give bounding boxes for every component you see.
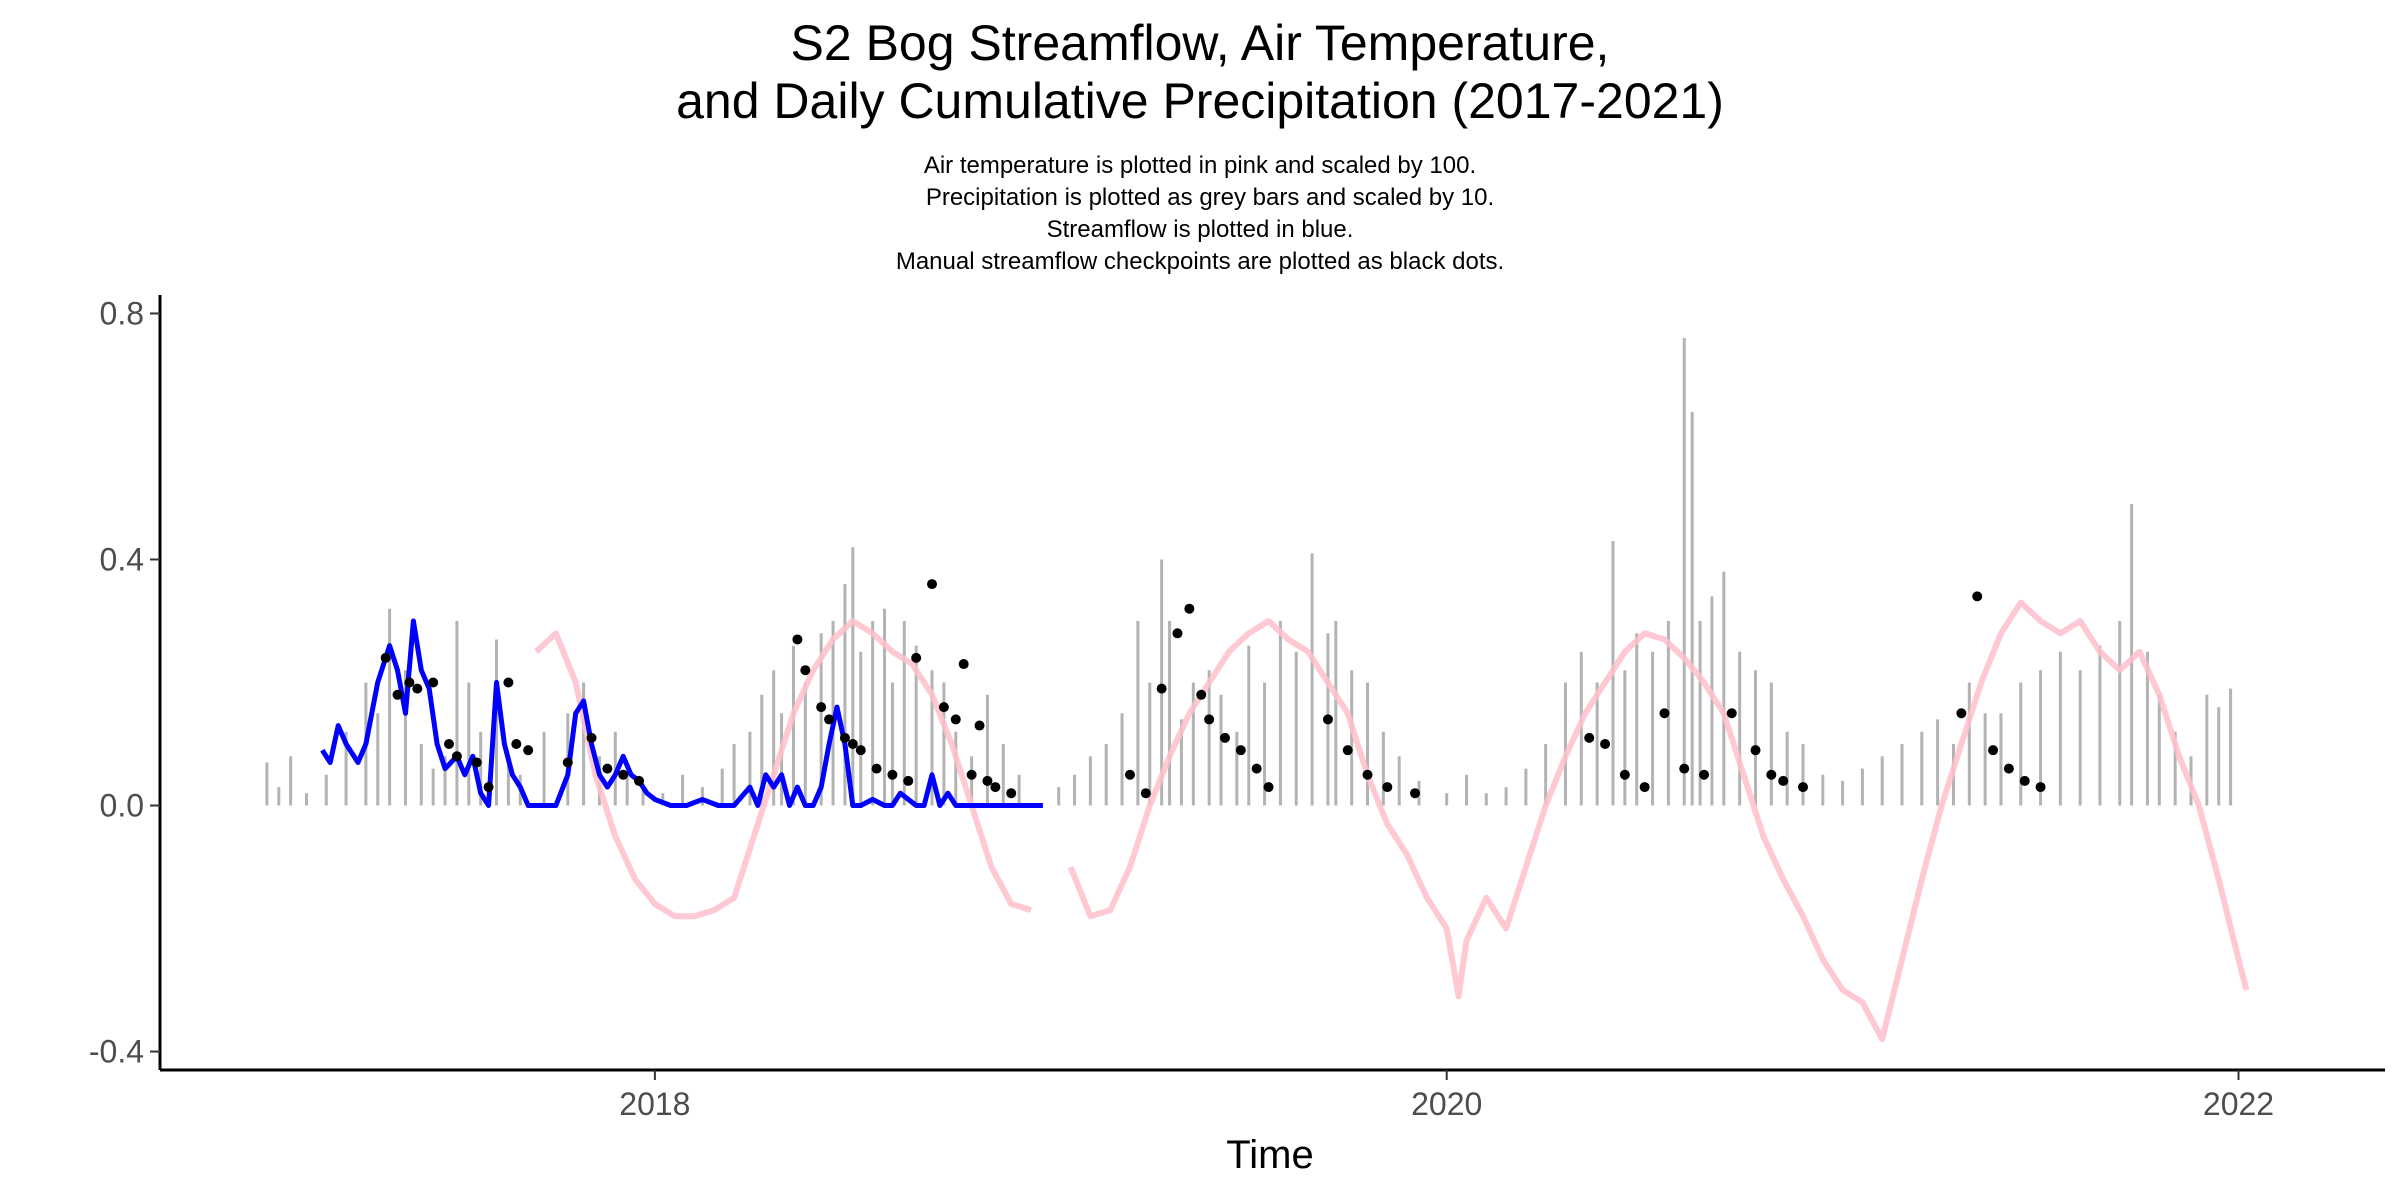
checkpoint-point-4	[428, 677, 439, 688]
checkpoint-point-7	[471, 757, 482, 768]
checkpoint-point-59	[1699, 769, 1710, 780]
checkpoint-point-66	[1972, 591, 1983, 602]
air-temperature-path	[534, 599, 2250, 1043]
subtitle-line-2: Precipitation is plotted as grey bars an…	[905, 184, 1495, 211]
checkpoint-point-32	[982, 775, 993, 786]
x-tick-label-1: 2020	[1411, 1086, 1482, 1122]
streamflow-line	[320, 618, 1043, 808]
checkpoint-point-65	[1956, 708, 1967, 719]
checkpoint-point-51	[1382, 782, 1393, 793]
checkpoint-point-17	[792, 634, 803, 645]
x-tick-label-0: 2018	[619, 1086, 690, 1122]
checkpoint-point-34	[974, 720, 985, 731]
checkpoint-point-68	[2003, 763, 2014, 774]
checkpoint-point-15	[618, 769, 629, 780]
streamflow-path	[320, 618, 1043, 808]
manual-checkpoints	[380, 579, 2046, 799]
checkpoint-point-27	[911, 652, 922, 663]
checkpoint-point-9	[503, 677, 514, 688]
checkpoint-point-63	[1778, 775, 1789, 786]
checkpoint-point-31	[966, 769, 977, 780]
x-axis-title: Time	[1226, 1133, 1313, 1177]
checkpoint-point-67	[1988, 745, 1999, 756]
checkpoint-point-19	[816, 702, 827, 713]
checkpoint-point-61	[1750, 745, 1761, 756]
chart-title-line-1: S2 Bog Streamflow, Air Temperature,	[790, 15, 1610, 71]
checkpoint-point-37	[1124, 769, 1135, 780]
y-tick-label-1: 0.0	[100, 788, 144, 824]
checkpoint-point-62	[1766, 769, 1777, 780]
checkpoint-point-42	[1196, 689, 1207, 700]
checkpoint-point-23	[855, 745, 866, 756]
checkpoint-point-10	[511, 739, 522, 750]
checkpoint-point-41	[1184, 603, 1195, 614]
checkpoint-point-64	[1798, 782, 1809, 793]
checkpoint-point-30	[950, 714, 961, 725]
axes	[158, 295, 2385, 1072]
checkpoint-point-58	[1679, 763, 1690, 774]
checkpoint-point-22	[847, 739, 858, 750]
chart-title-line-2: and Daily Cumulative Precipitation (2017…	[676, 73, 1724, 129]
checkpoint-point-60	[1726, 708, 1737, 719]
checkpoint-point-57	[1659, 708, 1670, 719]
checkpoint-point-56	[1639, 782, 1650, 793]
checkpoint-point-20	[824, 714, 835, 725]
y-tick-label-3: 0.8	[100, 295, 144, 331]
checkpoint-point-40	[1172, 628, 1183, 639]
checkpoint-point-6	[451, 751, 462, 762]
checkpoint-point-14	[602, 763, 613, 774]
checkpoint-point-33	[958, 659, 969, 670]
checkpoint-point-25	[887, 769, 898, 780]
checkpoint-point-13	[586, 732, 597, 743]
checkpoint-point-21	[839, 732, 850, 743]
checkpoint-point-38	[1140, 788, 1151, 799]
checkpoint-point-46	[1251, 763, 1262, 774]
subtitle-line-4: Manual streamflow checkpoints are plotte…	[895, 248, 1505, 275]
checkpoint-point-55	[1619, 769, 1630, 780]
checkpoint-point-69	[2019, 775, 2030, 786]
checkpoint-point-8	[483, 782, 494, 793]
checkpoint-point-28	[927, 579, 938, 590]
checkpoint-point-70	[2035, 782, 2046, 793]
checkpoint-point-24	[871, 763, 882, 774]
checkpoint-point-36	[1006, 788, 1017, 799]
checkpoint-point-49	[1342, 745, 1353, 756]
y-tick-label-2: 0.4	[100, 541, 144, 577]
checkpoint-point-43	[1204, 714, 1215, 725]
checkpoint-point-47	[1263, 782, 1274, 793]
checkpoint-point-2	[404, 677, 415, 688]
checkpoint-point-48	[1322, 714, 1333, 725]
checkpoint-point-45	[1235, 745, 1246, 756]
axis-ticks: -0.4 0.0 0.4 0.8 2018 2020 2022	[89, 295, 2274, 1122]
checkpoint-point-16	[634, 775, 645, 786]
checkpoint-point-53	[1584, 732, 1595, 743]
precipitation-bars	[265, 338, 2233, 806]
checkpoint-point-11	[523, 745, 534, 756]
subtitle-line-3: Streamflow is plotted in blue.	[1046, 216, 1354, 243]
checkpoint-point-12	[562, 757, 573, 768]
checkpoint-point-1	[392, 689, 403, 700]
checkpoint-point-26	[903, 775, 914, 786]
checkpoint-point-18	[800, 665, 811, 676]
checkpoint-point-39	[1156, 683, 1167, 694]
x-tick-label-2: 2022	[2203, 1086, 2274, 1122]
checkpoint-point-35	[990, 782, 1001, 793]
chart-title: S2 Bog Streamflow, Air Temperature, and …	[0, 14, 2400, 130]
checkpoint-point-0	[380, 652, 391, 663]
checkpoint-point-5	[444, 739, 455, 750]
checkpoint-point-29	[938, 702, 949, 713]
checkpoint-point-50	[1362, 769, 1373, 780]
air-temperature-line	[534, 599, 2250, 1043]
checkpoint-point-54	[1600, 739, 1611, 750]
checkpoint-point-3	[412, 683, 423, 694]
y-tick-label-0: -0.4	[89, 1034, 144, 1070]
subtitle-line-1: Air temperature is plotted in pink and s…	[923, 152, 1477, 179]
chart-subtitle: Air temperature is plotted in pink and s…	[0, 150, 2400, 278]
checkpoint-point-44	[1219, 732, 1230, 743]
checkpoint-point-52	[1410, 788, 1421, 799]
